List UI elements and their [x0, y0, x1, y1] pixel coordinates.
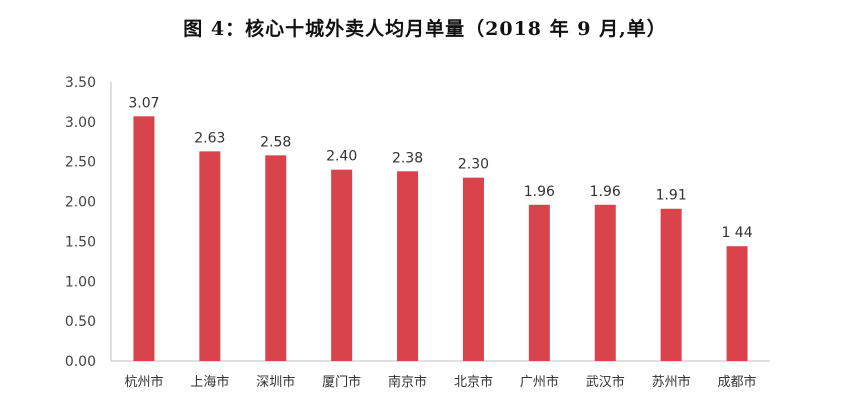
- data-label: 1.91: [656, 188, 687, 204]
- y-tick-label: 3.00: [65, 115, 96, 131]
- category-label: 北京市: [454, 374, 493, 390]
- category-label: 成都市: [718, 374, 757, 390]
- chart-title: 图 4：核心十城外卖人均月单量（2018 年 9 月,单）: [183, 18, 667, 40]
- bar: [133, 116, 155, 361]
- bar: [265, 155, 287, 361]
- y-tick-label: 1.50: [65, 234, 96, 250]
- category-label: 武汉市: [586, 374, 625, 390]
- data-label: 2.40: [326, 149, 357, 165]
- bar: [331, 169, 353, 361]
- category-label: 深圳市: [256, 374, 295, 390]
- y-tick-label: 2.50: [65, 155, 96, 171]
- data-label: 2.63: [194, 130, 225, 146]
- bar: [199, 151, 221, 361]
- data-label: 1.96: [524, 184, 555, 200]
- category-label: 厦门市: [322, 374, 361, 390]
- bar: [528, 204, 550, 361]
- category-label: 上海市: [190, 374, 229, 390]
- y-tick-label: 0.50: [65, 314, 96, 330]
- data-label: 1 44: [721, 225, 752, 241]
- data-label: 2.38: [392, 150, 423, 166]
- data-label: 1.96: [590, 184, 621, 200]
- data-label: 3.07: [128, 95, 159, 111]
- y-tick-label: 2.00: [65, 195, 96, 211]
- data-label: 2.30: [458, 157, 489, 173]
- category-label: 南京市: [388, 374, 427, 390]
- category-label: 广州市: [520, 374, 559, 390]
- category-label: 苏州市: [652, 374, 691, 390]
- y-tick-label: 0.00: [65, 354, 96, 370]
- bar: [594, 204, 616, 361]
- y-tick-label: 1.00: [65, 274, 96, 290]
- data-label: 2.58: [260, 134, 291, 150]
- category-label: 杭州市: [124, 374, 163, 390]
- bar: [726, 246, 748, 361]
- bar: [397, 171, 419, 361]
- bar: [462, 177, 484, 361]
- y-tick-label: 3.50: [65, 75, 96, 91]
- bar: [660, 208, 682, 361]
